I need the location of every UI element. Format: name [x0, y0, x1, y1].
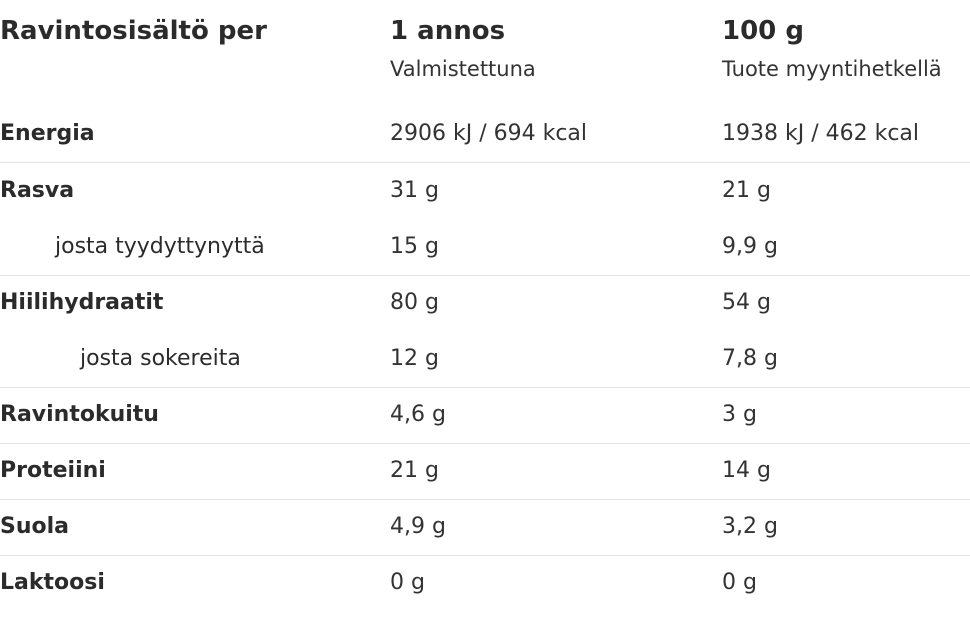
row-serving-value: 12 g	[390, 346, 439, 371]
row-label: Energia	[0, 121, 95, 146]
row-serving-value: 2906 kJ / 694 kcal	[390, 121, 588, 146]
row-label: Rasva	[0, 178, 75, 203]
table-row-proteiini: Proteiini 21 g 14 g	[0, 443, 970, 500]
row-serving-value: 4,9 g	[390, 514, 446, 539]
header-label: Ravintosisältö per	[0, 16, 267, 46]
row-serving-value: 15 g	[390, 234, 439, 259]
header-label-cell: Ravintosisältö per	[0, 14, 267, 48]
row-per100-value: 14 g	[722, 458, 771, 483]
header-100g-subtitle: Tuote myyntihetkellä	[722, 57, 942, 81]
row-per100-value: 9,9 g	[722, 234, 778, 259]
header-serving-subtitle: Valmistettuna	[390, 57, 536, 81]
row-label: Ravintokuitu	[0, 402, 159, 427]
row-per100-value: 0 g	[722, 570, 757, 595]
row-label: Laktoosi	[0, 570, 105, 595]
row-label: Proteiini	[0, 458, 106, 483]
row-per100-value: 1938 kJ / 462 kcal	[722, 121, 920, 146]
row-per100-value: 7,8 g	[722, 346, 778, 371]
row-per100-value: 21 g	[722, 178, 771, 203]
row-label: Hiilihydraatit	[0, 290, 164, 315]
table-row-rasva: Rasva 31 g 21 g	[0, 163, 970, 219]
row-serving-value: 4,6 g	[390, 402, 446, 427]
row-label: josta sokereita	[80, 346, 241, 371]
table-row-tyydyttynytta: josta tyydyttynyttä 15 g 9,9 g	[0, 219, 970, 276]
header-serving-title: 1 annos	[390, 16, 506, 46]
table-row-energia: Energia 2906 kJ / 694 kcal 1938 kJ / 462…	[0, 106, 970, 163]
row-per100-value: 3 g	[722, 402, 757, 427]
row-serving-value: 80 g	[390, 290, 439, 315]
row-label: Suola	[0, 514, 70, 539]
header-100g-cell: 100 g Tuote myyntihetkellä	[722, 14, 942, 82]
row-per100-value: 3,2 g	[722, 514, 778, 539]
table-row-laktoosi: Laktoosi 0 g 0 g	[0, 555, 970, 611]
row-serving-value: 31 g	[390, 178, 439, 203]
table-row-suola: Suola 4,9 g 3,2 g	[0, 499, 970, 556]
row-per100-value: 54 g	[722, 290, 771, 315]
row-serving-value: 21 g	[390, 458, 439, 483]
table-header: Ravintosisältö per 1 annos Valmistettuna…	[0, 0, 970, 105]
table-row-sokereita: josta sokereita 12 g 7,8 g	[0, 331, 970, 388]
table-row-hiilihydraatit: Hiilihydraatit 80 g 54 g	[0, 275, 970, 331]
table-row-ravintokuitu: Ravintokuitu 4,6 g 3 g	[0, 387, 970, 444]
row-label: josta tyydyttynyttä	[55, 234, 265, 259]
row-serving-value: 0 g	[390, 570, 425, 595]
header-100g-title: 100 g	[722, 16, 804, 46]
header-serving-cell: 1 annos Valmistettuna	[390, 14, 536, 82]
